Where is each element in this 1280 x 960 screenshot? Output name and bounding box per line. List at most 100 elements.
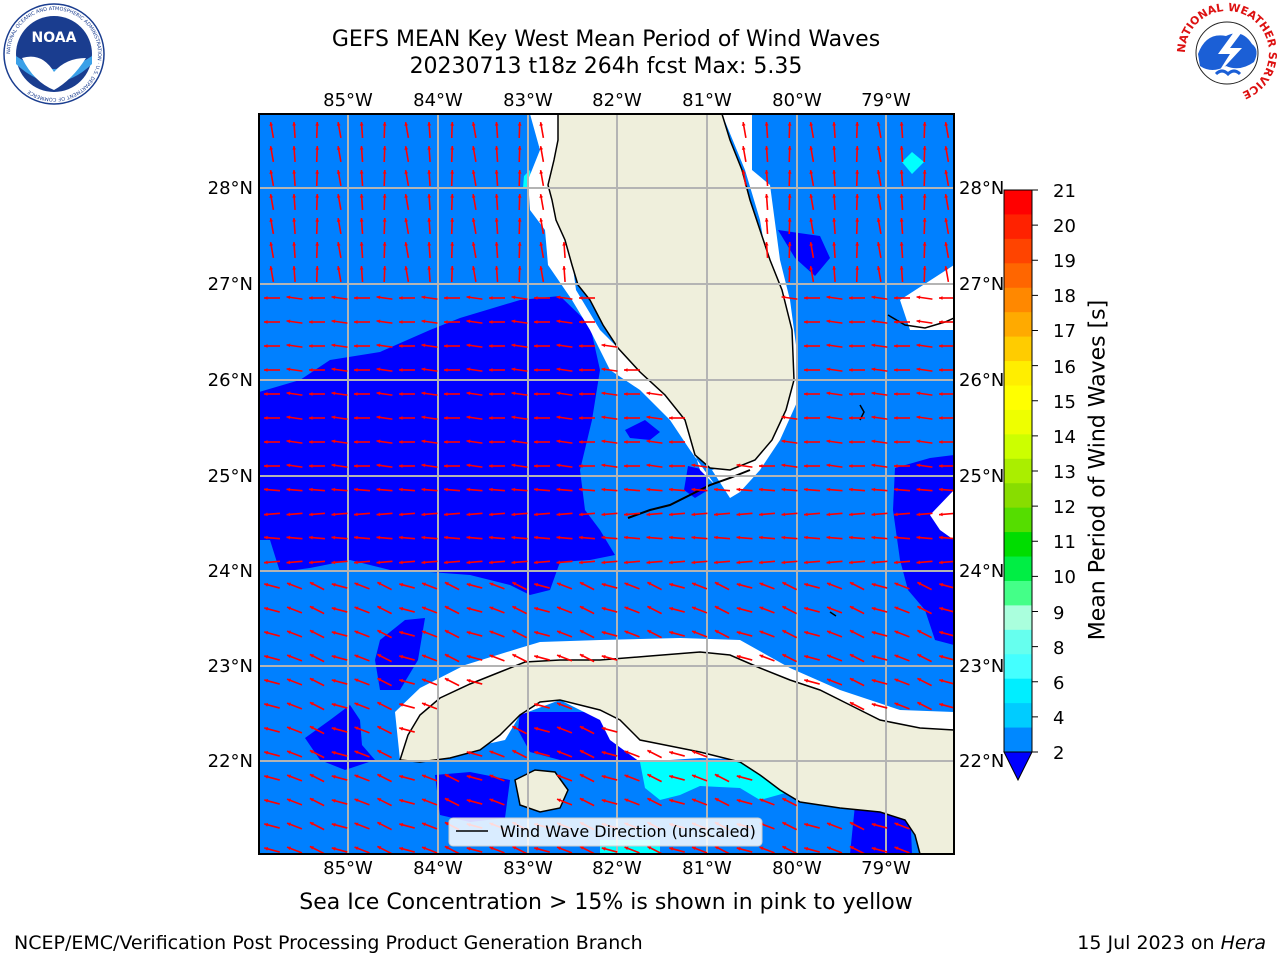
wind-wave-arrow: [264, 750, 280, 757]
wind-wave-arrow: [736, 846, 753, 853]
wind-wave-arrow: [736, 582, 753, 589]
lat-tick-right: 22°N: [959, 751, 1004, 772]
colorbar-swatch: [1004, 556, 1032, 582]
wind-wave-arrow: [331, 630, 348, 637]
colorbar-swatch: [1004, 458, 1032, 484]
wind-wave-arrow: [781, 512, 798, 517]
wind-wave-arrow: [488, 487, 506, 492]
wind-wave-arrow: [624, 416, 640, 420]
wind-wave-arrow: [826, 487, 843, 492]
wind-wave-arrow: [264, 630, 280, 637]
wind-wave-arrow: [939, 606, 954, 613]
wind-wave-arrow: [669, 416, 685, 420]
wind-wave-arrow: [264, 774, 280, 781]
wind-wave-arrow: [336, 241, 342, 259]
wind-wave-arrow: [421, 415, 438, 420]
wind-wave-arrow: [404, 241, 410, 259]
wind-wave-arrow: [804, 392, 820, 396]
wind-wave-arrow: [399, 654, 415, 661]
wind-wave-arrow: [855, 145, 860, 163]
wind-wave-arrow: [264, 726, 280, 733]
wind-wave-arrow: [263, 535, 281, 540]
wind-wave-arrow: [382, 169, 387, 187]
colorbar-tick: 16: [1053, 357, 1076, 378]
wind-wave-arrow: [849, 629, 865, 639]
wind-wave-arrow: [647, 629, 662, 639]
wind-wave-arrow: [736, 463, 753, 468]
wind-wave-arrow: [736, 487, 753, 492]
wind-wave-arrow: [336, 145, 342, 163]
wind-wave-arrow: [871, 343, 888, 348]
wind-wave-arrow: [601, 512, 618, 517]
wind-wave-arrow: [601, 487, 618, 492]
wind-wave-arrow: [286, 319, 303, 324]
wind-wave-arrow: [809, 265, 815, 283]
wind-wave-arrow: [359, 265, 364, 283]
wind-wave-arrow: [849, 677, 865, 687]
wind-wave-arrow: [269, 265, 275, 283]
wind-wave-arrow: [377, 653, 392, 663]
wind-wave-arrow: [466, 846, 483, 853]
wind-wave-arrow: [466, 367, 483, 372]
wind-wave-arrow: [781, 560, 798, 565]
wind-wave-arrow: [832, 169, 837, 187]
wind-wave-arrow: [916, 535, 933, 540]
wind-wave-arrow: [331, 798, 348, 805]
bay-short-period-region: [625, 420, 660, 440]
wind-wave-arrow: [534, 416, 550, 420]
wind-wave-arrow: [736, 606, 753, 613]
wind-wave-arrow: [308, 535, 326, 540]
footer-date: 15 Jul 2023 on Hera: [1077, 932, 1266, 954]
wind-wave-arrow: [399, 798, 415, 805]
wind-wave-arrow: [826, 654, 843, 662]
wind-wave-arrow: [399, 416, 415, 420]
wind-wave-arrow: [624, 750, 640, 758]
wind-wave-arrow: [623, 487, 641, 492]
wind-wave-arrow: [450, 265, 455, 283]
wind-wave-arrow: [646, 535, 663, 540]
wind-wave-arrow: [494, 241, 499, 259]
wind-wave-arrow: [556, 750, 573, 758]
wind-wave-arrow: [466, 535, 483, 540]
wind-wave-arrow: [444, 581, 460, 591]
wind-wave-arrow: [269, 217, 275, 235]
wind-wave-arrow: [399, 678, 415, 685]
lon-tick-top: 79°W: [861, 90, 911, 111]
lat-tick-right: 25°N: [959, 466, 1004, 487]
colorbar-tick: 18: [1053, 286, 1076, 307]
wind-wave-arrow: [466, 391, 483, 396]
colorbar-tick: 8: [1053, 638, 1064, 659]
wind-wave-arrow: [848, 487, 866, 492]
wind-wave-arrow: [264, 368, 280, 372]
wind-wave-arrow: [624, 440, 640, 444]
wind-wave-arrow: [601, 463, 618, 468]
wind-wave-arrow: [292, 193, 297, 211]
wind-wave-arrow: [286, 726, 303, 734]
wind-wave-arrow: [399, 344, 415, 348]
wind-wave-arrow: [309, 653, 325, 663]
wind-wave-arrow: [354, 368, 370, 372]
wind-wave-arrow: [713, 535, 731, 540]
wind-wave-arrow: [376, 512, 393, 517]
wind-wave-arrow: [917, 701, 932, 711]
wind-wave-arrow: [556, 774, 573, 782]
wind-wave-arrow: [308, 487, 326, 492]
wind-wave-arrow: [894, 630, 910, 638]
wind-wave-arrow: [354, 416, 370, 420]
wind-wave-arrow: [511, 415, 528, 420]
wind-wave-arrow: [826, 678, 843, 686]
wind-wave-arrow: [512, 629, 527, 639]
wind-wave-arrow: [466, 582, 483, 589]
wind-wave-arrow: [579, 749, 595, 759]
wind-wave-arrow: [331, 367, 348, 372]
wind-wave-arrow: [444, 464, 460, 468]
wind-wave-arrow: [331, 822, 348, 829]
wind-wave-arrow: [601, 535, 618, 540]
wind-wave-arrow: [511, 535, 528, 540]
wind-wave-arrow: [512, 605, 527, 615]
wind-wave-arrow: [309, 392, 325, 396]
wind-wave-arrow: [533, 512, 551, 517]
wind-wave-arrow: [315, 145, 320, 163]
colorbar-tick: 11: [1053, 532, 1076, 553]
